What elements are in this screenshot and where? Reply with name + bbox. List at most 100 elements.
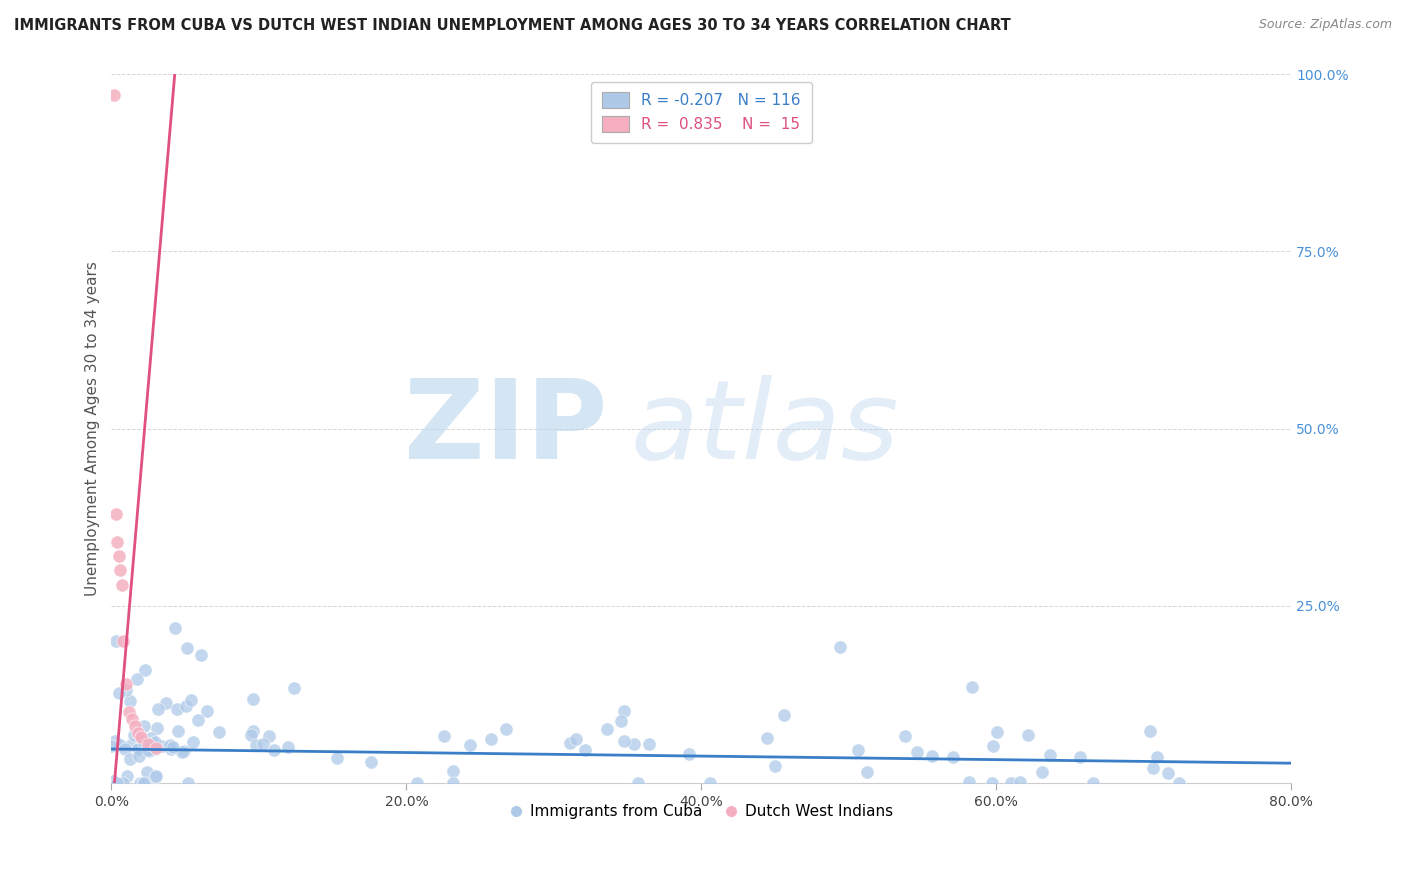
Point: [180, 693, 202, 707]
Point: [755, 731, 778, 745]
Point: [105, 776, 128, 790]
Point: [481, 731, 503, 746]
Point: [114, 682, 136, 697]
Point: [962, 680, 984, 694]
Point: [107, 549, 129, 563]
Point: [121, 738, 143, 752]
Point: [1167, 776, 1189, 790]
Point: [134, 776, 156, 790]
Point: [986, 725, 1008, 739]
Point: [145, 740, 167, 755]
Point: [105, 634, 128, 648]
Point: [699, 776, 721, 790]
Point: [104, 776, 127, 790]
Point: [208, 724, 231, 739]
Point: [263, 743, 285, 757]
Point: [105, 535, 128, 549]
Point: [894, 729, 917, 743]
Point: [118, 694, 141, 708]
Point: [104, 734, 127, 748]
Point: [101, 773, 124, 788]
Point: [141, 741, 163, 756]
Point: [1142, 761, 1164, 775]
Point: [245, 738, 267, 752]
Point: [132, 734, 155, 748]
Point: [122, 728, 145, 742]
Point: [136, 764, 159, 779]
Point: [596, 722, 619, 736]
Point: [1157, 765, 1180, 780]
Point: [120, 752, 142, 766]
Point: [170, 745, 193, 759]
Point: [150, 739, 173, 753]
Point: [623, 738, 645, 752]
Point: [141, 731, 163, 746]
Point: [103, 88, 125, 103]
Point: [441, 764, 464, 779]
Point: [115, 677, 138, 691]
Point: [176, 698, 198, 713]
Point: [132, 776, 155, 790]
Point: [181, 735, 204, 749]
Point: [112, 634, 135, 648]
Point: [132, 719, 155, 733]
Point: [114, 742, 136, 756]
Point: [277, 739, 299, 754]
Y-axis label: Unemployment Among Ages 30 to 34 years: Unemployment Among Ages 30 to 34 years: [86, 261, 100, 596]
Point: [1039, 747, 1062, 762]
Point: [772, 708, 794, 723]
Point: [981, 739, 1004, 753]
Point: [127, 726, 149, 740]
Point: [173, 744, 195, 758]
Point: [121, 712, 143, 726]
Point: [138, 743, 160, 757]
Point: [242, 691, 264, 706]
Point: [1017, 728, 1039, 742]
Point: [141, 738, 163, 752]
Point: [104, 507, 127, 521]
Point: [1146, 750, 1168, 764]
Point: [100, 739, 122, 753]
Legend: Immigrants from Cuba, Dutch West Indians: Immigrants from Cuba, Dutch West Indians: [503, 797, 898, 825]
Point: [136, 742, 159, 756]
Point: [283, 681, 305, 695]
Point: [159, 742, 181, 756]
Text: Source: ZipAtlas.com: Source: ZipAtlas.com: [1258, 18, 1392, 31]
Point: [110, 563, 132, 577]
Point: [325, 751, 347, 765]
Point: [108, 738, 131, 752]
Point: [143, 741, 166, 756]
Text: IMMIGRANTS FROM CUBA VS DUTCH WEST INDIAN UNEMPLOYMENT AMONG AGES 30 TO 34 YEARS: IMMIGRANTS FROM CUBA VS DUTCH WEST INDIA…: [14, 18, 1011, 33]
Point: [148, 701, 170, 715]
Point: [406, 776, 429, 790]
Point: [441, 776, 464, 790]
Point: [111, 577, 134, 591]
Point: [155, 696, 177, 710]
Point: [129, 730, 152, 744]
Point: [197, 704, 219, 718]
Point: [128, 740, 150, 755]
Point: [957, 774, 980, 789]
Point: [495, 722, 517, 736]
Point: [135, 737, 157, 751]
Point: [108, 686, 131, 700]
Point: [242, 723, 264, 738]
Point: [190, 648, 212, 663]
Point: [678, 747, 700, 762]
Point: [627, 776, 650, 790]
Point: [846, 742, 869, 756]
Point: [360, 755, 382, 769]
Point: [134, 663, 156, 677]
Point: [127, 741, 149, 756]
Point: [124, 719, 146, 733]
Point: [115, 769, 138, 783]
Point: [252, 737, 274, 751]
Point: [565, 732, 588, 747]
Point: [138, 739, 160, 753]
Point: [1139, 723, 1161, 738]
Point: [143, 770, 166, 784]
Point: [146, 722, 169, 736]
Point: [560, 735, 582, 749]
Point: [128, 776, 150, 790]
Point: [856, 764, 879, 779]
